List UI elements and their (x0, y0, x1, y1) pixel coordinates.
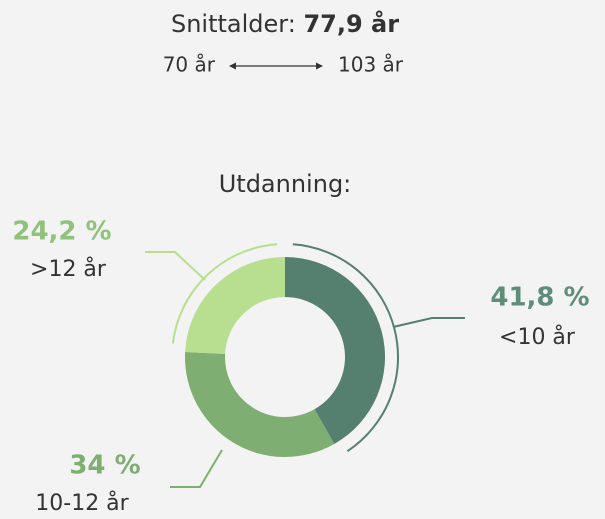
leader-line (145, 251, 206, 281)
age-max: 103 år (338, 53, 404, 77)
category-label: >12 år (30, 256, 107, 282)
category-label: <10 år (499, 324, 576, 350)
leader-line (392, 317, 465, 328)
age-min: 70 år (163, 53, 216, 77)
donut-segment (285, 257, 385, 445)
leader-line (170, 449, 223, 488)
donut-segment (185, 257, 285, 354)
category-label: 10-12 år (35, 490, 129, 516)
value-label: 34 % (69, 451, 140, 481)
outer-arc (171, 243, 278, 344)
value-label: 24,2 % (12, 217, 111, 247)
age-value: 77,9 år (303, 9, 399, 38)
value-label: 41,8 % (490, 283, 589, 313)
age-label: Snittalder: (171, 10, 296, 38)
donut-segment (184, 351, 335, 457)
age-heading: Snittalder: 77,9 år (171, 9, 399, 38)
chart-title: Utdanning: (219, 170, 352, 198)
outer-arc (292, 243, 399, 453)
